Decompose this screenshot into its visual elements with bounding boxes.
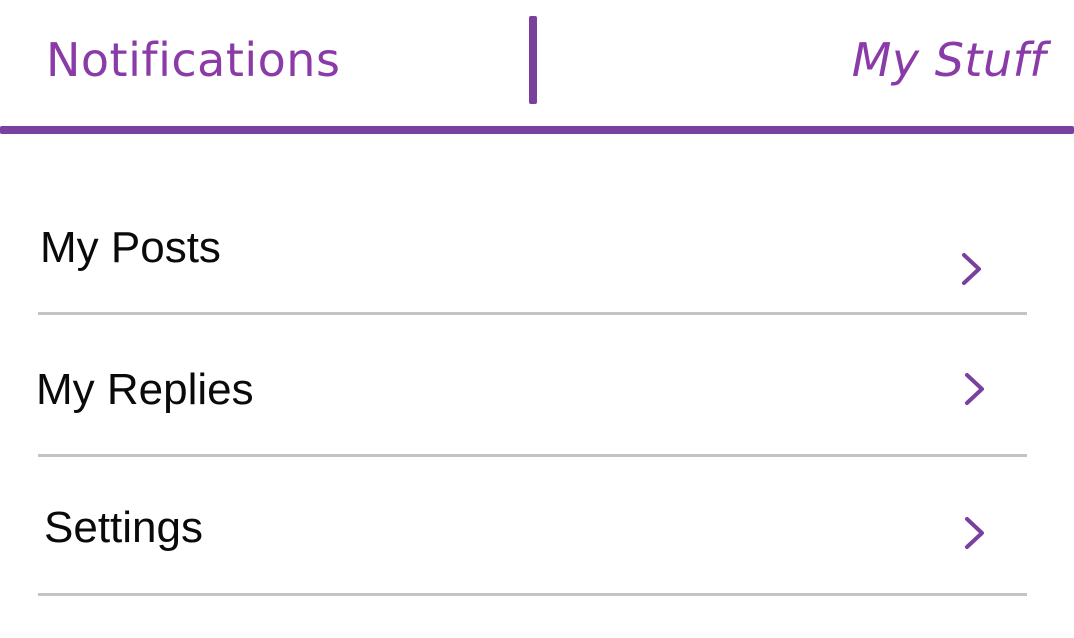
menu-item-label: Settings: [44, 503, 203, 552]
row-divider: [38, 312, 1027, 315]
tab-divider: [529, 16, 537, 104]
row-divider: [38, 454, 1027, 457]
tab-notifications-label: Notifications: [46, 33, 341, 87]
tab-my-stuff[interactable]: My Stuff: [852, 26, 1046, 94]
tab-my-stuff-label: My Stuff: [851, 33, 1046, 87]
chevron-right-icon: [963, 516, 987, 550]
chevron-right-icon: [960, 252, 984, 286]
tab-underline: [0, 126, 1074, 134]
row-divider: [38, 593, 1027, 596]
chevron-right-icon: [963, 372, 987, 406]
tab-notifications[interactable]: Notifications: [46, 26, 340, 94]
segmented-tab-header: Notifications My Stuff: [0, 0, 1074, 140]
menu-item-label: My Replies: [36, 365, 254, 414]
menu-item-label: My Posts: [40, 223, 221, 272]
